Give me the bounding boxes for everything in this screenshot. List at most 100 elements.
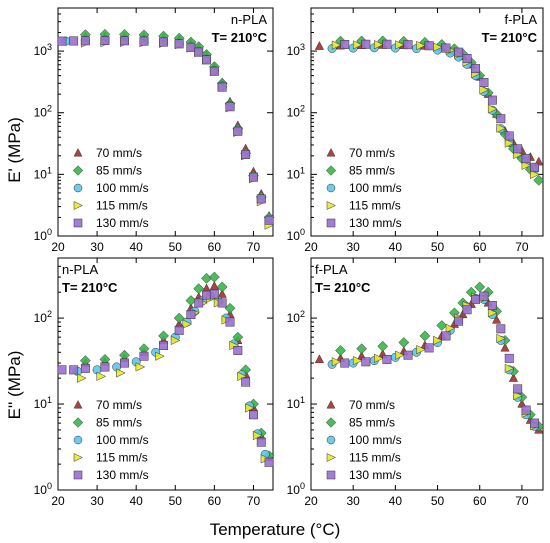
panel-temperature-label: T= 210°C <box>62 280 118 295</box>
data-point <box>174 325 184 335</box>
data-point <box>96 371 107 381</box>
x-tick-label: 20 <box>51 240 65 254</box>
x-tick-label: 50 <box>431 494 445 508</box>
data-point <box>241 377 251 387</box>
data-point <box>120 36 129 46</box>
chart-panel-top-right: 20 30 40 50 60 70 100 101 102 103 f-PLA T= 210°C 70 … <box>287 7 545 254</box>
x-tick-label: 70 <box>247 240 261 254</box>
data-point <box>374 353 384 363</box>
data-point <box>217 288 227 298</box>
data-point <box>496 333 507 344</box>
x-tick-label: 50 <box>169 494 183 508</box>
data-point <box>395 350 405 360</box>
data-point <box>454 47 464 57</box>
data-point <box>69 365 79 375</box>
y-tick-label: 101 <box>34 165 52 181</box>
legend-label: 70 mm/s <box>349 146 395 160</box>
y-tick-label: 101 <box>34 395 52 411</box>
data-point <box>474 281 486 293</box>
data-point <box>462 53 472 63</box>
data-point <box>314 41 325 50</box>
data-point <box>445 323 456 333</box>
data-point <box>436 320 448 331</box>
data-point <box>504 138 515 148</box>
y-tick-label: 102 <box>34 309 52 325</box>
data-point <box>504 131 514 141</box>
legend-marker <box>72 165 84 176</box>
y-tick-label: 100 <box>287 227 305 243</box>
x-tick-label: 50 <box>169 240 183 254</box>
data-point <box>216 281 228 293</box>
x-tick-label: 60 <box>473 494 487 508</box>
data-point <box>340 358 350 368</box>
legend-marker <box>73 218 83 228</box>
data-point <box>331 357 342 367</box>
legend-marker <box>326 453 336 462</box>
data-point <box>513 144 523 154</box>
data-point <box>120 358 129 368</box>
series-115-mm-s <box>77 293 271 464</box>
y-axis-label-loss-modulus: E'' (MPa) <box>5 351 24 420</box>
data-point <box>135 362 146 372</box>
data-point <box>185 295 197 306</box>
data-point <box>80 36 90 46</box>
data-point <box>264 457 274 467</box>
data-point <box>491 314 502 324</box>
plot-frame <box>310 257 544 491</box>
x-tick-label: 30 <box>90 494 104 508</box>
data-point <box>100 36 110 46</box>
legend: 70 mm/s 85 mm/s 100 mm/s 115 mm/s 130 mm/s <box>325 146 402 230</box>
x-tick-label: 60 <box>208 240 222 254</box>
data-point <box>356 343 368 355</box>
data-point <box>513 391 523 401</box>
legend-label: 115 mm/s <box>349 451 401 465</box>
data-point <box>487 104 498 114</box>
data-point <box>504 363 515 373</box>
x-tick-label: 40 <box>389 240 403 254</box>
legend-marker <box>73 470 83 480</box>
data-point <box>186 310 196 319</box>
x-tick-label: 70 <box>247 494 261 508</box>
data-point <box>331 40 342 50</box>
x-tick-label: 40 <box>130 494 144 508</box>
data-point <box>530 162 540 172</box>
panel-temperature-label: T= 210°C <box>212 30 268 45</box>
legend-label: 85 mm/s <box>349 416 395 430</box>
data-point <box>158 330 169 342</box>
data-point <box>479 85 490 95</box>
data-point <box>80 363 90 373</box>
data-point <box>194 47 204 57</box>
x-tick-label: 60 <box>208 494 222 508</box>
data-point <box>500 342 510 352</box>
data-point <box>314 354 325 364</box>
data-point <box>245 403 255 413</box>
y-tick-label: 101 <box>287 395 305 411</box>
data-point <box>377 340 389 352</box>
data-point <box>194 298 204 308</box>
legend-label: 100 mm/s <box>349 433 402 447</box>
data-point <box>424 41 434 51</box>
data-point <box>256 437 266 447</box>
panel-temperature-label: T= 210°C <box>482 30 538 45</box>
data-point <box>264 215 274 225</box>
data-point <box>441 43 451 53</box>
data-point <box>202 290 211 300</box>
data-point <box>217 82 227 92</box>
data-point <box>521 405 531 415</box>
data-point <box>209 281 219 290</box>
data-point <box>193 283 205 295</box>
data-point <box>403 40 413 50</box>
data-point <box>139 36 149 46</box>
data-point <box>159 341 168 350</box>
legend-marker <box>72 417 84 428</box>
legend-marker <box>326 218 336 228</box>
legend-marker <box>73 148 83 157</box>
data-point <box>398 337 410 348</box>
data-point <box>382 355 392 364</box>
data-point <box>454 316 464 326</box>
data-point <box>504 353 514 363</box>
data-point <box>374 40 384 50</box>
legend-marker <box>326 183 336 193</box>
data-point <box>382 39 392 49</box>
